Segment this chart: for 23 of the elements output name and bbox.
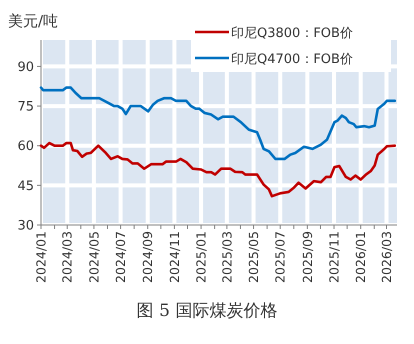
legend-label: 印尼Q4700：FOB价 [231,52,353,67]
y-axis-title: 美元/吨 [8,12,58,30]
y-tick-label: 45 [17,178,34,194]
x-tick-label: 2025/05 [246,231,262,283]
x-tick-label: 2026/03 [379,231,394,283]
x-tick-label: 2026/01 [353,231,368,283]
x-tick-label: 2024/05 [86,231,102,283]
x-tick-label: 2025/09 [300,230,315,283]
x-tick-label: 2024/01 [34,231,48,283]
x-tick-label: 2024/07 [113,231,128,283]
caption: 图 5 国际煤炭价格 [136,301,278,321]
x-tick-label: 2024/09 [140,230,156,283]
y-tick-label: 30 [17,218,34,234]
x-tick-label: 2025/03 [219,231,234,283]
x-tick-label: 2025/11 [326,231,342,283]
x-tick-label: 2024/11 [166,231,182,283]
legend-label: 印尼Q3800：FOB价 [231,26,353,41]
y-tick-label: 60 [17,139,34,154]
y-tick-label: 90 [17,60,34,75]
x-tick-label: 2025/01 [194,231,209,283]
y-tick-label: 75 [17,100,34,115]
x-tick-label: 2025/07 [272,231,288,283]
x-tick-label: 2024/03 [60,231,75,283]
